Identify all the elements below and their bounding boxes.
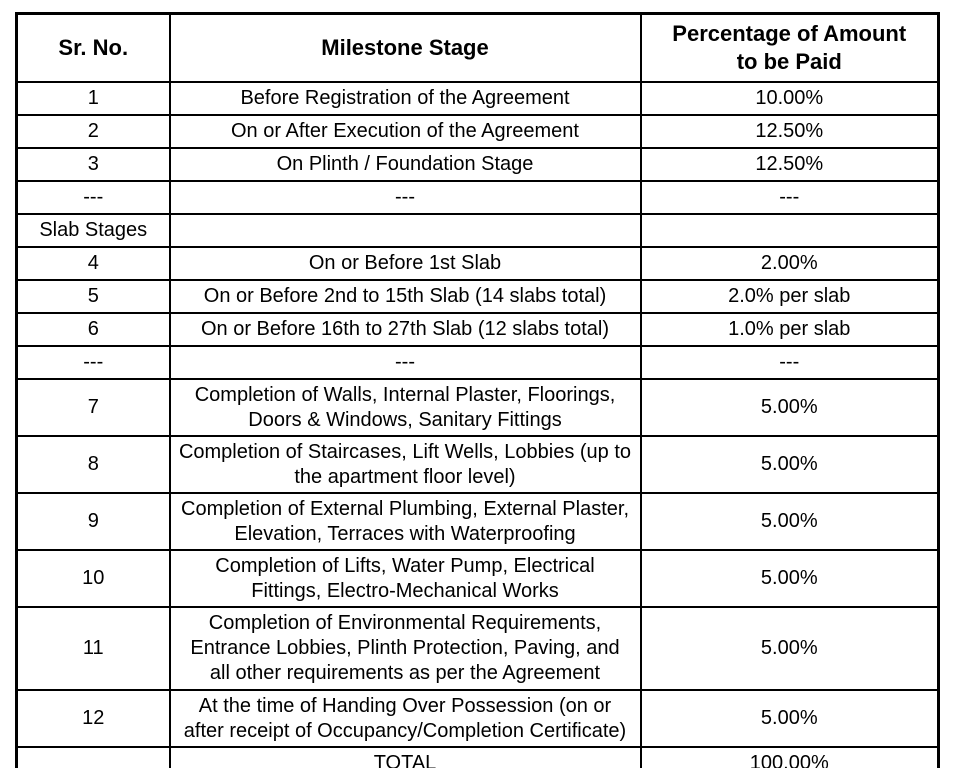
cell-percentage: 12.50% [639,114,940,149]
cell-sr-no: 12 [15,689,171,748]
cell-percentage: 5.00% [639,689,940,748]
cell-sr-no: 3 [15,147,171,182]
cell-sr-no [15,746,171,768]
cell-milestone-stage: On or After Execution of the Agreement [168,114,642,149]
table-row: 9 Completion of External Plumbing, Exter… [15,492,940,551]
table-row: 10 Completion of Lifts, Water Pump, Elec… [15,549,940,608]
cell-milestone-stage: Completion of Environmental Requirements… [168,606,642,691]
cell-milestone-stage: On or Before 2nd to 15th Slab (14 slabs … [168,279,642,314]
payment-schedule-table: Sr. No. Milestone Stage Percentage of Am… [15,12,940,768]
table-row: 7 Completion of Walls, Internal Plaster,… [15,378,940,437]
header-milestone: Milestone Stage [168,12,642,83]
header-percentage: Percentage of Amount to be Paid [639,12,940,83]
cell-percentage: 10.00% [639,81,940,116]
table-row-separator: --- --- --- [15,180,940,215]
cell-milestone-stage: On Plinth / Foundation Stage [168,147,642,182]
cell-percentage: 5.00% [639,549,940,608]
cell-percentage: 2.00% [639,246,940,281]
cell-sr-no: 8 [15,435,171,494]
cell-percentage: 100.00% [639,746,940,768]
cell-milestone-stage: Completion of Lifts, Water Pump, Electri… [168,549,642,608]
cell-percentage: 5.00% [639,606,940,691]
cell-percentage: 2.0% per slab [639,279,940,314]
cell-percentage: 12.50% [639,147,940,182]
table-row: 3 On Plinth / Foundation Stage 12.50% [15,147,940,182]
cell-milestone-stage: Before Registration of the Agreement [168,81,642,116]
table-row: 8 Completion of Staircases, Lift Wells, … [15,435,940,494]
cell-milestone-stage: --- [168,345,642,380]
cell-sr-no: 9 [15,492,171,551]
cell-milestone-stage: Completion of External Plumbing, Externa… [168,492,642,551]
cell-milestone-stage: On or Before 1st Slab [168,246,642,281]
cell-sr-no: --- [15,180,171,215]
cell-sr-no: 2 [15,114,171,149]
cell-percentage: 5.00% [639,378,940,437]
cell-milestone-stage: --- [168,180,642,215]
cell-sr-no: 1 [15,81,171,116]
cell-percentage: --- [639,345,940,380]
cell-sr-no: 11 [15,606,171,691]
cell-sr-no: Slab Stages [15,213,171,248]
cell-percentage [639,213,940,248]
table-row-separator: --- --- --- [15,345,940,380]
cell-milestone-stage: TOTAL [168,746,642,768]
cell-sr-no: 4 [15,246,171,281]
table-row-section-slab-stages: Slab Stages [15,213,940,248]
cell-sr-no: 5 [15,279,171,314]
cell-percentage: --- [639,180,940,215]
cell-percentage: 5.00% [639,492,940,551]
cell-sr-no: --- [15,345,171,380]
cell-sr-no: 7 [15,378,171,437]
table-row: 11 Completion of Environmental Requireme… [15,606,940,691]
table-row: 1 Before Registration of the Agreement 1… [15,81,940,116]
table-header-row: Sr. No. Milestone Stage Percentage of Am… [15,12,940,83]
cell-percentage: 1.0% per slab [639,312,940,347]
header-sr-no: Sr. No. [15,12,171,83]
table-row: 4 On or Before 1st Slab 2.00% [15,246,940,281]
cell-milestone-stage: On or Before 16th to 27th Slab (12 slabs… [168,312,642,347]
cell-percentage: 5.00% [639,435,940,494]
table-row: 12 At the time of Handing Over Possessio… [15,689,940,748]
table-row-total: TOTAL 100.00% [15,746,940,768]
cell-milestone-stage [168,213,642,248]
cell-sr-no: 6 [15,312,171,347]
cell-milestone-stage: Completion of Walls, Internal Plaster, F… [168,378,642,437]
table-row: 2 On or After Execution of the Agreement… [15,114,940,149]
table-row: 5 On or Before 2nd to 15th Slab (14 slab… [15,279,940,314]
table-row: 6 On or Before 16th to 27th Slab (12 sla… [15,312,940,347]
cell-milestone-stage: Completion of Staircases, Lift Wells, Lo… [168,435,642,494]
cell-milestone-stage: At the time of Handing Over Possession (… [168,689,642,748]
cell-sr-no: 10 [15,549,171,608]
